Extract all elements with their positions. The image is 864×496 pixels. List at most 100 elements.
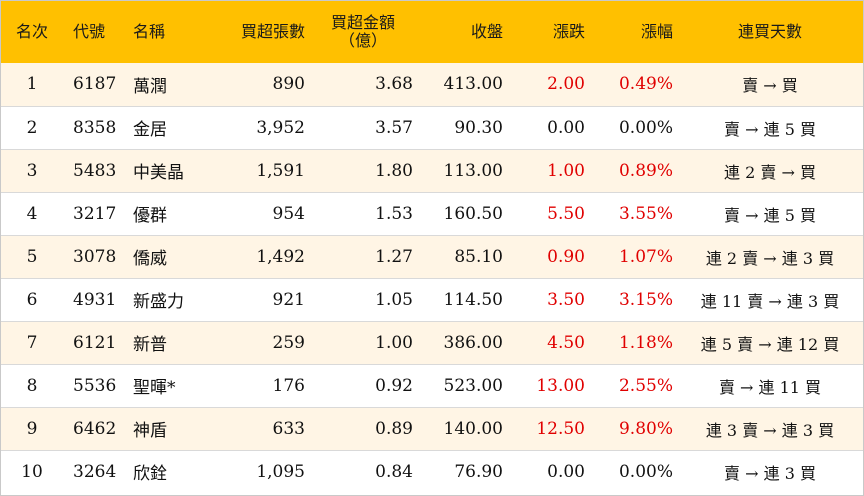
cell-change: 13.00 (503, 364, 595, 408)
cell-consecutive-days: 賣 → 連 11 買 (677, 364, 863, 408)
cell-name: 中美晶 (133, 149, 213, 193)
header-net-buy-lots: 買超張數 (240, 21, 305, 41)
cell-rank: 5 (1, 235, 63, 279)
cell-net-buy-lots: 1,591 (213, 149, 313, 193)
cell-rank: 3 (1, 149, 63, 193)
cell-rank: 9 (1, 407, 63, 451)
table-row: 10 3264 欣銓 1,095 0.84 76.90 0.00 0.00% 賣 → 連 3 買 (1, 450, 863, 493)
cell-consecutive-days: 賣 → 連 5 買 (677, 192, 863, 236)
cell-name: 僑威 (133, 235, 213, 279)
table-row: 8 5536 聖暉* 176 0.92 523.00 13.00 2.55% 賣 → 連 11 … (1, 364, 863, 408)
cell-net-buy-lots: 633 (213, 407, 313, 451)
cell-net-buy-amount: 0.89 (313, 407, 413, 451)
cell-name: 金居 (133, 106, 213, 150)
cell-consecutive-days: 賣 → 連 5 買 (677, 106, 863, 150)
cell-net-buy-amount: 1.27 (313, 235, 413, 279)
cell-net-buy-lots: 921 (213, 278, 313, 322)
header-close: 收盤 (470, 21, 503, 41)
cell-name: 欣銓 (133, 464, 167, 485)
cell-change: 0.00 (547, 461, 585, 482)
table-header-row: 名次 代號 名稱 買超張數 買超金額 （億） 收盤 漲跌 漲幅 連買天數 (1, 1, 863, 63)
cell-change-pct: 3.15% (595, 278, 677, 322)
cell-code: 3078 (63, 235, 133, 279)
cell-change-pct: 1.07% (595, 235, 677, 279)
cell-net-buy-lots: 954 (213, 192, 313, 236)
cell-net-buy-lots: 1,095 (256, 461, 305, 482)
table-row: 5 3078 僑威 1,492 1.27 85.10 0.90 1.07% 連 2 賣 → 連 … (1, 235, 863, 279)
cell-change: 0.90 (503, 235, 595, 279)
cell-change-pct: 0.49% (595, 63, 677, 107)
cell-net-buy-amount: 1.53 (313, 192, 413, 236)
table-row: 1 6187 萬潤 890 3.68 413.00 2.00 0.49% 賣 → 買 (1, 63, 863, 107)
cell-close: 413.00 (413, 63, 503, 107)
table-row: 7 6121 新普 259 1.00 386.00 4.50 1.18% 連 5 賣 → 連 1… (1, 321, 863, 365)
cell-change: 1.00 (503, 149, 595, 193)
cell-code: 5483 (63, 149, 133, 193)
cell-code: 3217 (63, 192, 133, 236)
header-rank: 名次 (15, 21, 48, 41)
cell-change-pct: 2.55% (595, 364, 677, 408)
cell-change-pct: 0.00% (595, 106, 677, 150)
cell-rank: 4 (1, 192, 63, 236)
header-change-pct: 漲幅 (640, 21, 673, 41)
cell-rank: 2 (1, 106, 63, 150)
cell-name: 新盛力 (133, 278, 213, 322)
cell-net-buy-lots: 176 (213, 364, 313, 408)
table-row: 9 6462 神盾 633 0.89 140.00 12.50 9.80% 連 3 賣 → 連 … (1, 407, 863, 451)
cell-close: 76.90 (454, 461, 503, 482)
table-body: 1 6187 萬潤 890 3.68 413.00 2.00 0.49% 賣 → 買 2 8358 金… (1, 63, 863, 493)
cell-code: 6121 (63, 321, 133, 365)
cell-change: 4.50 (503, 321, 595, 365)
cell-change: 5.50 (503, 192, 595, 236)
cell-name: 神盾 (133, 407, 213, 451)
cell-close: 140.00 (413, 407, 503, 451)
cell-consecutive-days: 連 3 賣 → 連 3 買 (677, 407, 863, 451)
cell-name: 新普 (133, 321, 213, 365)
cell-net-buy-lots: 3,952 (213, 106, 313, 150)
cell-close: 160.50 (413, 192, 503, 236)
cell-close: 90.30 (413, 106, 503, 150)
header-consecutive-days: 連買天數 (737, 21, 802, 41)
cell-net-buy-lots: 259 (213, 321, 313, 365)
cell-consecutive-days: 連 2 賣 → 連 3 買 (677, 235, 863, 279)
cell-net-buy-lots: 1,492 (213, 235, 313, 279)
cell-rank: 1 (1, 63, 63, 107)
cell-net-buy-lots: 890 (213, 63, 313, 107)
header-net-buy-amount-line2: （億） (338, 31, 387, 50)
header-net-buy-amount-line1: 買超金額 (330, 12, 395, 32)
cell-net-buy-amount: 3.68 (313, 63, 413, 107)
cell-net-buy-amount: 1.05 (313, 278, 413, 322)
cell-consecutive-days: 連 11 賣 → 連 3 買 (677, 278, 863, 322)
cell-change: 2.00 (503, 63, 595, 107)
cell-code: 6462 (63, 407, 133, 451)
cell-change-pct: 0.00% (618, 461, 673, 482)
table-row: 4 3217 優群 954 1.53 160.50 5.50 3.55% 賣 → 連 5 買 (1, 192, 863, 236)
cell-code: 5536 (63, 364, 133, 408)
cell-close: 523.00 (413, 364, 503, 408)
cell-net-buy-amount: 1.80 (313, 149, 413, 193)
cell-change-pct: 3.55% (595, 192, 677, 236)
header-name: 名稱 (133, 21, 166, 41)
cell-consecutive-days: 賣 → 連 3 買 (724, 463, 816, 483)
cell-consecutive-days: 連 5 賣 → 連 12 買 (677, 321, 863, 365)
cell-rank: 10 (21, 461, 43, 482)
cell-change-pct: 0.89% (595, 149, 677, 193)
header-change: 漲跌 (552, 21, 585, 41)
cell-code: 8358 (63, 106, 133, 150)
cell-code: 3264 (73, 461, 117, 482)
header-code: 代號 (73, 21, 106, 41)
cell-code: 4931 (63, 278, 133, 322)
cell-consecutive-days: 賣 → 買 (677, 63, 863, 107)
table-row: 3 5483 中美晶 1,591 1.80 113.00 1.00 0.89% 連 2 賣 → … (1, 149, 863, 193)
cell-rank: 6 (1, 278, 63, 322)
cell-close: 113.00 (413, 149, 503, 193)
header-net-buy-amount: 買超金額 （億） (313, 1, 413, 63)
cell-net-buy-amount: 1.00 (313, 321, 413, 365)
cell-net-buy-amount: 0.84 (375, 461, 413, 482)
cell-change-pct: 1.18% (595, 321, 677, 365)
cell-name: 聖暉* (133, 364, 213, 408)
cell-rank: 7 (1, 321, 63, 365)
cell-code: 6187 (63, 63, 133, 107)
cell-change: 0.00 (503, 106, 595, 150)
